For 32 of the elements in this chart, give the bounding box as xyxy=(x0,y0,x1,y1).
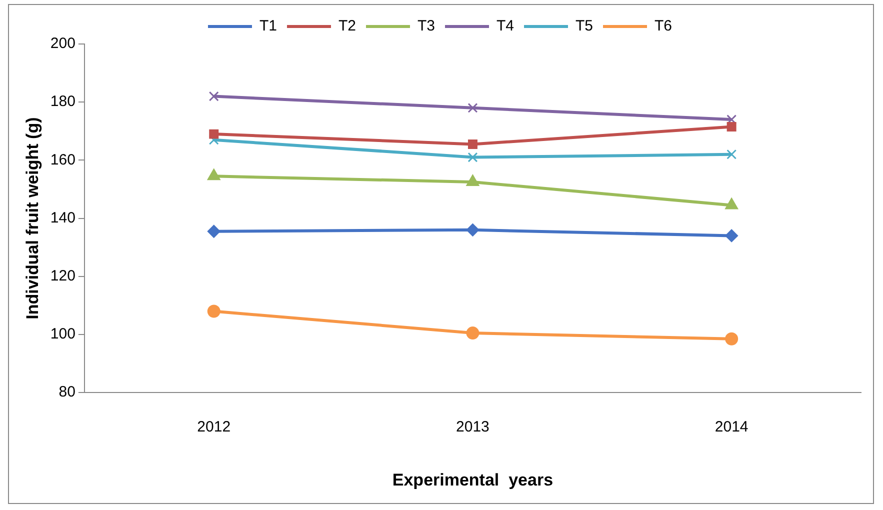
point xyxy=(208,91,219,102)
legend-label: T2 xyxy=(338,18,356,35)
y-tick-label: 140 xyxy=(50,209,76,226)
y-tick-label: 120 xyxy=(50,268,76,285)
point xyxy=(207,224,220,238)
point xyxy=(726,149,737,160)
legend-label: T3 xyxy=(417,18,436,35)
legend-label: T1 xyxy=(259,18,277,35)
point xyxy=(468,102,478,113)
y-axis-title: Individual fruit weight (g) xyxy=(22,117,42,320)
x-axis-title: Experimental years xyxy=(392,470,554,490)
legend-label: T5 xyxy=(576,18,594,35)
y-tick-label: 200 xyxy=(50,35,76,52)
x-tick-label: 2013 xyxy=(456,418,490,436)
legend-label: T4 xyxy=(496,18,514,35)
point xyxy=(468,139,478,149)
y-tick-label: 160 xyxy=(50,151,76,168)
x-tick-label: 2014 xyxy=(714,418,748,436)
point xyxy=(725,229,738,242)
point xyxy=(466,326,480,340)
x-tick-label: 2012 xyxy=(197,418,231,436)
y-tick-label: 180 xyxy=(50,93,76,110)
point xyxy=(468,152,478,162)
legend-label: T6 xyxy=(654,18,672,35)
y-tick-label: 100 xyxy=(50,326,76,343)
point xyxy=(209,129,219,139)
point xyxy=(725,332,738,346)
y-tick-label: 80 xyxy=(58,384,76,401)
point xyxy=(726,114,737,125)
point xyxy=(207,304,220,318)
point xyxy=(466,223,480,236)
point xyxy=(726,122,736,132)
